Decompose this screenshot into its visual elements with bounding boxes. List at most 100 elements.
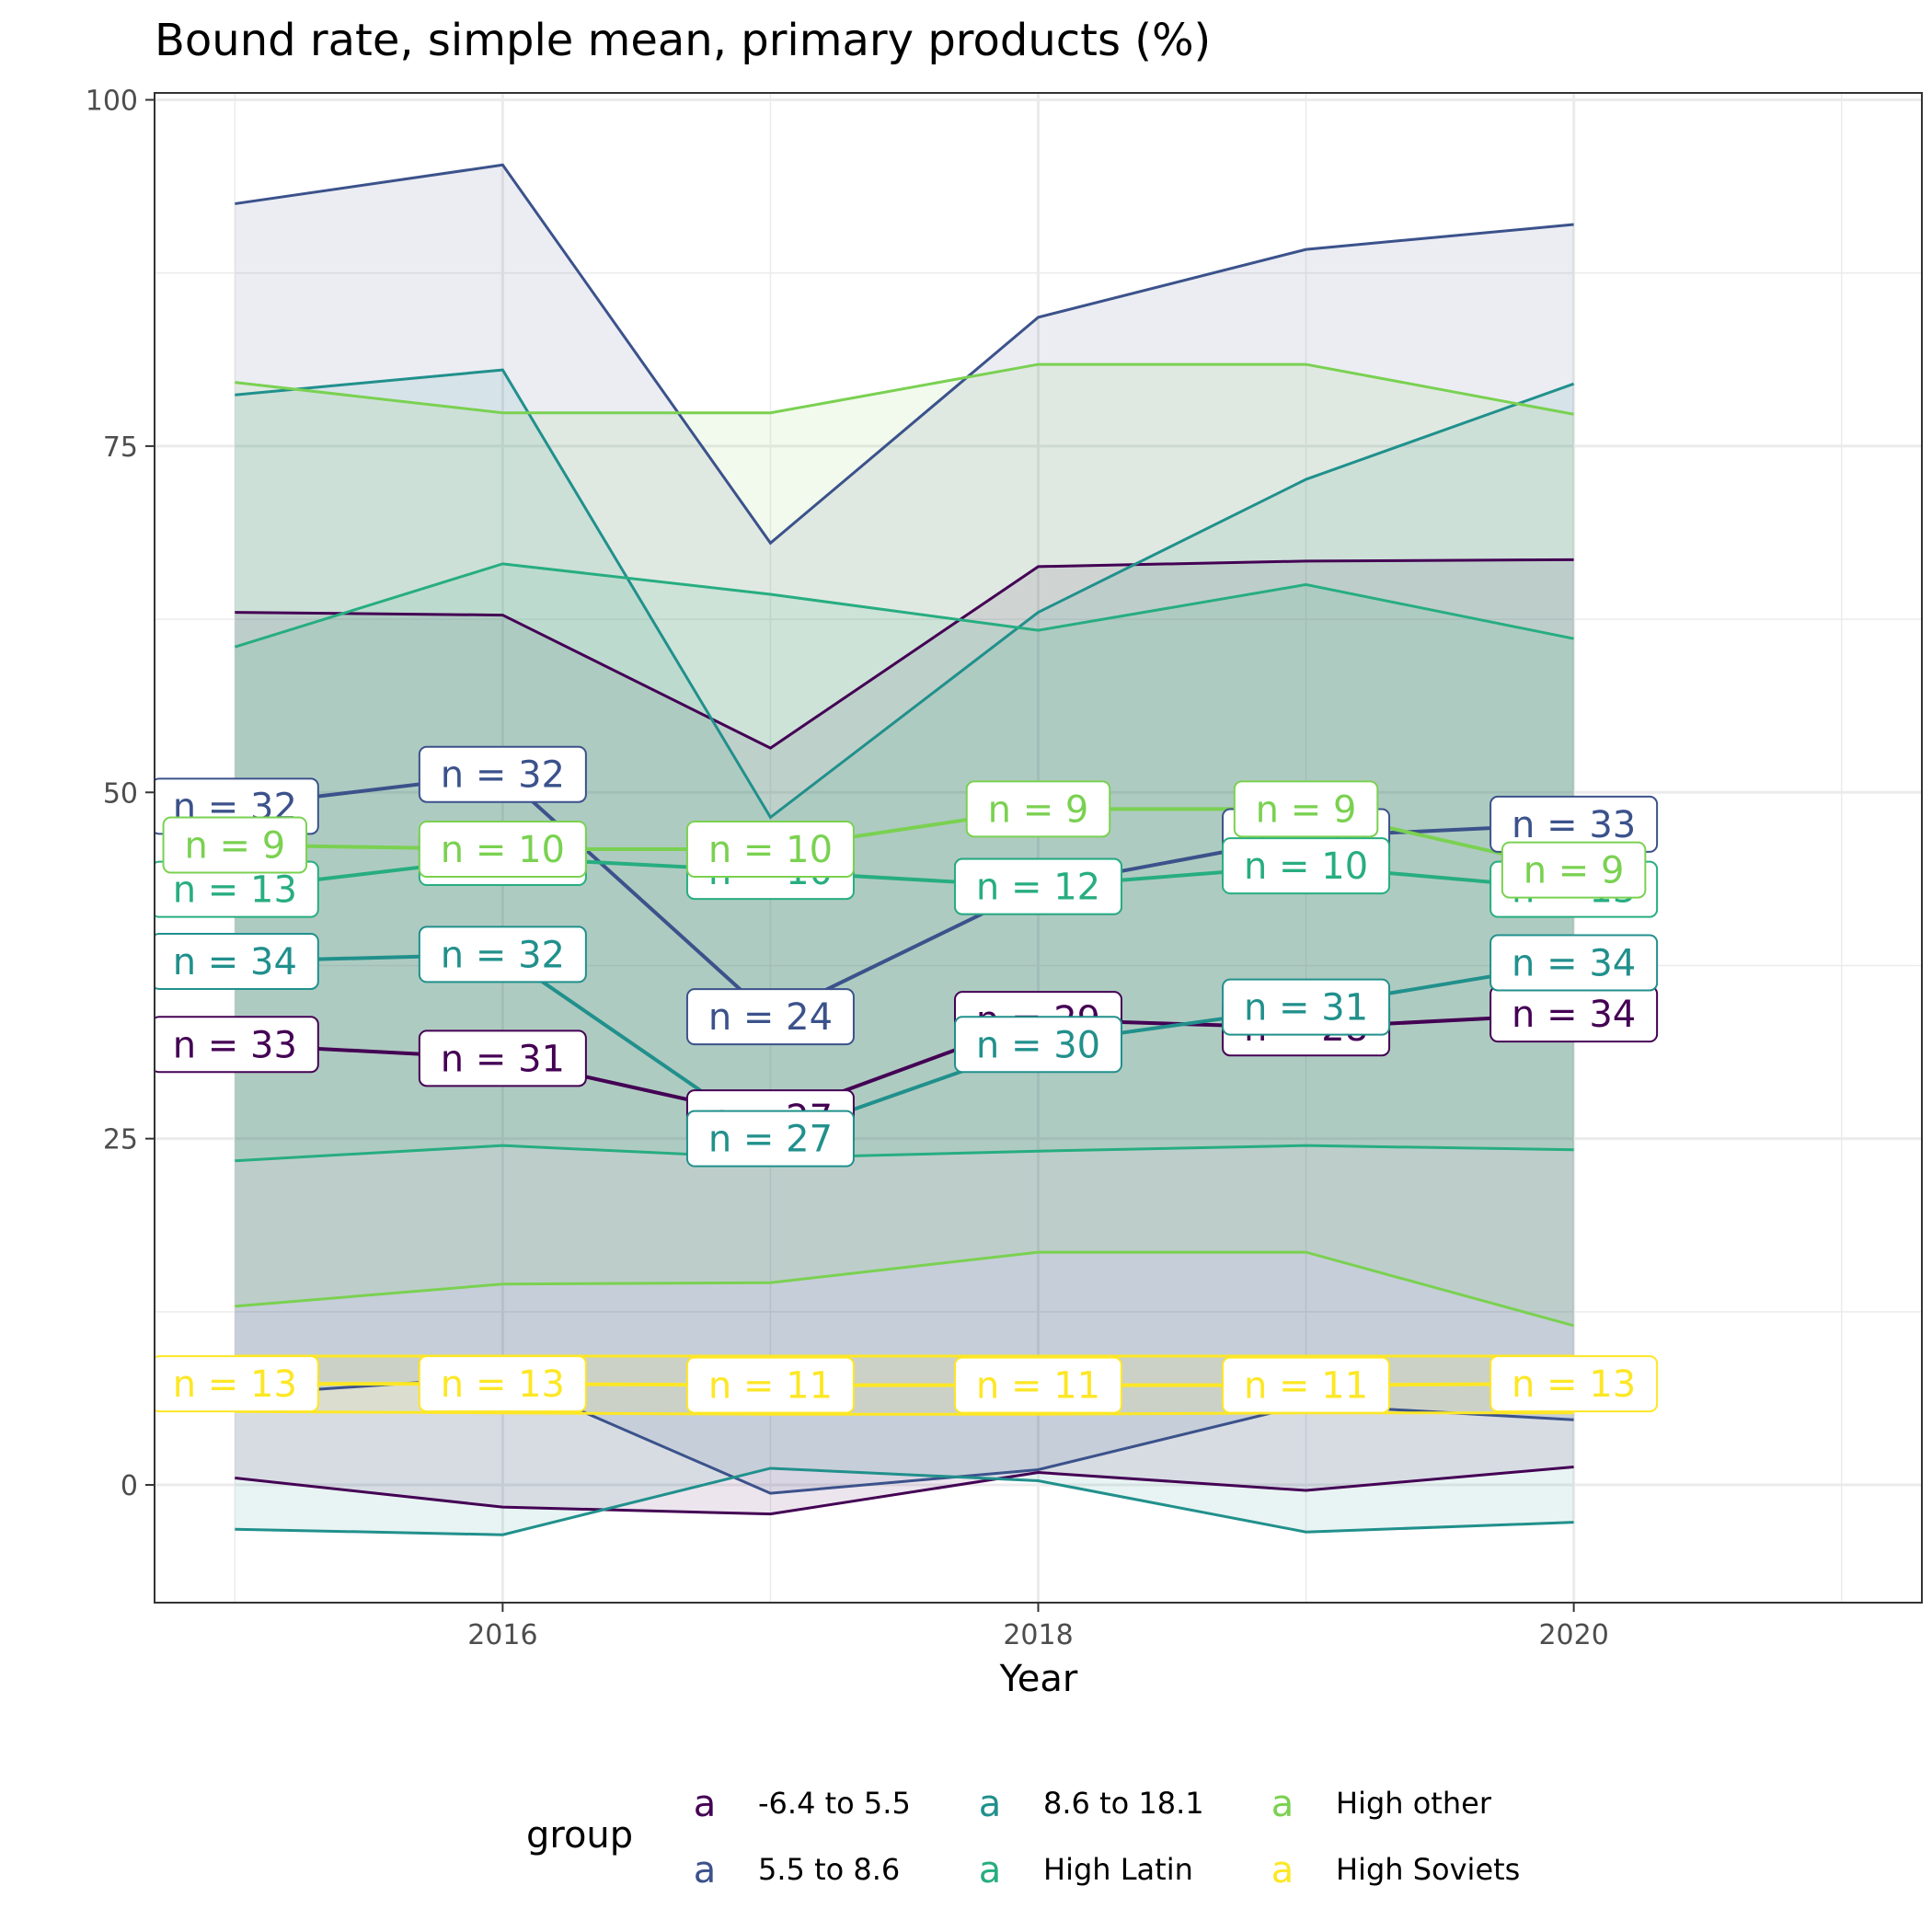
n-label-box (1222, 837, 1391, 895)
n-label-text: n = 12 (976, 867, 1100, 909)
n-label-box (1501, 841, 1647, 899)
legend-label: High Latin (1043, 1852, 1193, 1887)
n-label: n = 9 (1233, 780, 1379, 838)
n-label-box (954, 857, 1122, 915)
n-label-text: n = 9 (1524, 850, 1625, 892)
n-label-box (1489, 934, 1659, 992)
n-label: n = 13 (418, 1355, 587, 1413)
legend-item: a High Soviets (1271, 1849, 1521, 1892)
n-label: n = 33 (1489, 795, 1659, 853)
legend-item: a 8.6 to 18.1 (979, 1783, 1204, 1825)
n-label-box (155, 1016, 319, 1074)
n-label-box (418, 745, 587, 803)
legend-key: a (694, 1783, 717, 1825)
upper-line-series-0 (235, 558, 1574, 750)
n-label-box (418, 1355, 587, 1413)
ribbons (235, 165, 1574, 1535)
n-label-text: n = 13 (173, 1363, 297, 1406)
n-label: n = 31 (1222, 978, 1391, 1036)
n-label: n = 11 (685, 1356, 855, 1414)
n-label-box (685, 1110, 855, 1167)
n-label-text: n = 9 (184, 824, 285, 867)
n-label-box (685, 821, 855, 879)
n-label-text: n = 32 (441, 754, 565, 797)
n-label-text: n = 9 (988, 788, 1089, 831)
n-label-box (162, 816, 308, 874)
lower-line-series-3 (235, 1144, 1574, 1163)
n-label-text: n = 10 (441, 829, 565, 871)
legend-label: High other (1336, 1786, 1492, 1821)
n-label: n = 11 (954, 1356, 1122, 1414)
lower-line-series-4 (235, 1250, 1575, 1328)
n-label: n = 10 (1222, 837, 1391, 895)
n-label-text: n = 24 (708, 996, 833, 1039)
n-label-box (954, 1356, 1122, 1414)
legend-title: group (526, 1814, 633, 1857)
n-label: n = 24 (685, 988, 855, 1046)
n-label: n = 13 (155, 1355, 319, 1413)
n-label: n = 13 (1489, 1355, 1659, 1413)
n-label: n = 10 (418, 821, 587, 879)
n-label: n = 34 (1489, 934, 1659, 992)
legend-label: -6.4 to 5.5 (758, 1786, 911, 1821)
n-label-box (1222, 978, 1391, 1036)
n-label-text: n = 33 (173, 1024, 297, 1066)
n-label-box (685, 1356, 855, 1414)
n-label-text: n = 34 (1512, 942, 1636, 984)
legend-key: a (694, 1849, 717, 1892)
n-label: n = 9 (1501, 841, 1647, 899)
n-label: n = 27 (685, 1110, 855, 1167)
n-label-text: n = 31 (1244, 987, 1368, 1029)
x-tick-label: 2020 (1538, 1619, 1608, 1651)
n-label-box (418, 821, 587, 879)
n-label: n = 34 (1489, 985, 1659, 1043)
n-label-box (1489, 1355, 1659, 1413)
n-label-text: n = 11 (976, 1365, 1100, 1408)
legend-key: a (979, 1849, 1002, 1892)
n-label-box (418, 926, 587, 983)
n-label-text: n = 10 (708, 829, 833, 871)
n-label-text: n = 30 (976, 1024, 1100, 1066)
n-label-text: n = 31 (441, 1038, 565, 1080)
legend-item: a High Latin (979, 1849, 1193, 1892)
upper-line-series-1 (235, 163, 1574, 546)
y-tick-label: 75 (103, 431, 138, 464)
n-label-text: n = 10 (1244, 845, 1368, 888)
legend: group a -6.4 to 5.5 a 5.5 to 8.6 a 8.6 to 18.… (526, 1783, 1520, 1892)
upper-line-series-2 (235, 368, 1575, 820)
upper-line-series-4 (235, 362, 1574, 416)
n-label-box (418, 1029, 587, 1087)
n-label-text: n = 9 (1256, 788, 1357, 831)
n-label-text: n = 13 (1512, 1363, 1636, 1406)
n-label-text: n = 33 (1512, 804, 1636, 846)
legend-label: High Soviets (1336, 1852, 1520, 1887)
x-tick-label: 2018 (1003, 1619, 1073, 1651)
n-label-text: n = 34 (173, 941, 297, 983)
n-label-text: n = 13 (173, 869, 297, 912)
n-label-box (1222, 1356, 1391, 1414)
lower-line-series-0 (235, 1465, 1574, 1516)
x-tick-label: 2016 (467, 1619, 537, 1651)
y-tick-label: 50 (103, 777, 138, 810)
legend-label: 8.6 to 18.1 (1043, 1786, 1204, 1821)
upper-line-series-3 (234, 562, 1574, 649)
n-label: n = 33 (155, 1016, 319, 1074)
axes: 0 25 50 75 100 2016 2018 2020 (86, 86, 1609, 1651)
n-label: n = 13 (155, 860, 319, 918)
legend-item: a 5.5 to 8.6 (694, 1849, 901, 1892)
legend-item: a -6.4 to 5.5 (694, 1783, 911, 1825)
n-label-text: n = 27 (708, 1119, 833, 1161)
n-label: n = 32 (418, 745, 587, 803)
n-label-text: n = 11 (1244, 1365, 1368, 1408)
y-tick-label: 0 (121, 1470, 138, 1502)
legend-label: 5.5 to 8.6 (758, 1852, 900, 1887)
legend-key: a (1271, 1783, 1294, 1825)
n-label: n = 10 (685, 821, 855, 879)
n-label-text: n = 32 (441, 934, 565, 976)
n-label: n = 9 (162, 816, 308, 874)
n-label-box (965, 780, 1111, 838)
n-label: n = 12 (954, 857, 1122, 915)
y-tick-label: 25 (103, 1124, 138, 1156)
n-label-text: n = 13 (441, 1363, 565, 1406)
